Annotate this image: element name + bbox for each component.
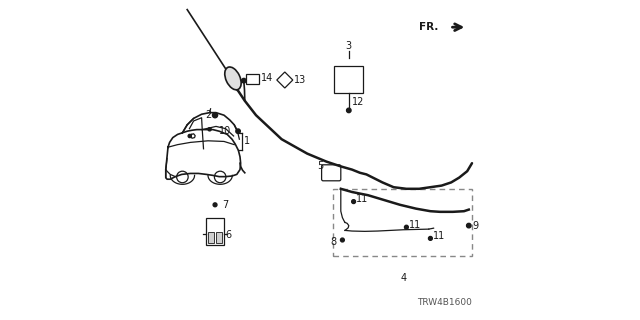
Text: 4: 4 — [400, 273, 406, 284]
Bar — [206, 218, 224, 245]
Bar — [208, 232, 214, 243]
Text: 11: 11 — [356, 194, 369, 204]
Circle shape — [236, 129, 241, 133]
Circle shape — [340, 238, 344, 242]
Text: 8: 8 — [330, 236, 337, 247]
Bar — [333, 189, 472, 256]
Bar — [246, 74, 259, 84]
Text: 10: 10 — [219, 125, 232, 136]
Text: 14: 14 — [261, 73, 273, 84]
Text: 11: 11 — [409, 220, 421, 230]
Circle shape — [213, 203, 217, 207]
Circle shape — [208, 128, 211, 131]
Circle shape — [242, 78, 246, 83]
Text: 3: 3 — [346, 41, 352, 51]
Circle shape — [347, 108, 351, 113]
Text: 13: 13 — [294, 75, 307, 85]
Text: 5: 5 — [317, 161, 323, 172]
Text: 2: 2 — [205, 110, 212, 120]
Text: 11: 11 — [433, 231, 445, 241]
Circle shape — [467, 223, 471, 228]
Circle shape — [429, 236, 433, 240]
Ellipse shape — [225, 67, 241, 90]
Circle shape — [352, 200, 356, 204]
Circle shape — [212, 113, 218, 118]
Text: 1: 1 — [244, 136, 250, 147]
Text: 6: 6 — [225, 230, 231, 240]
Circle shape — [188, 134, 191, 138]
Text: 9: 9 — [472, 220, 479, 231]
Bar — [334, 66, 364, 93]
Circle shape — [404, 225, 408, 229]
Bar — [216, 232, 222, 243]
Text: FR.: FR. — [419, 22, 438, 32]
Text: TRW4B1600: TRW4B1600 — [417, 298, 472, 307]
Text: 12: 12 — [352, 97, 364, 108]
Text: 7: 7 — [223, 200, 228, 210]
